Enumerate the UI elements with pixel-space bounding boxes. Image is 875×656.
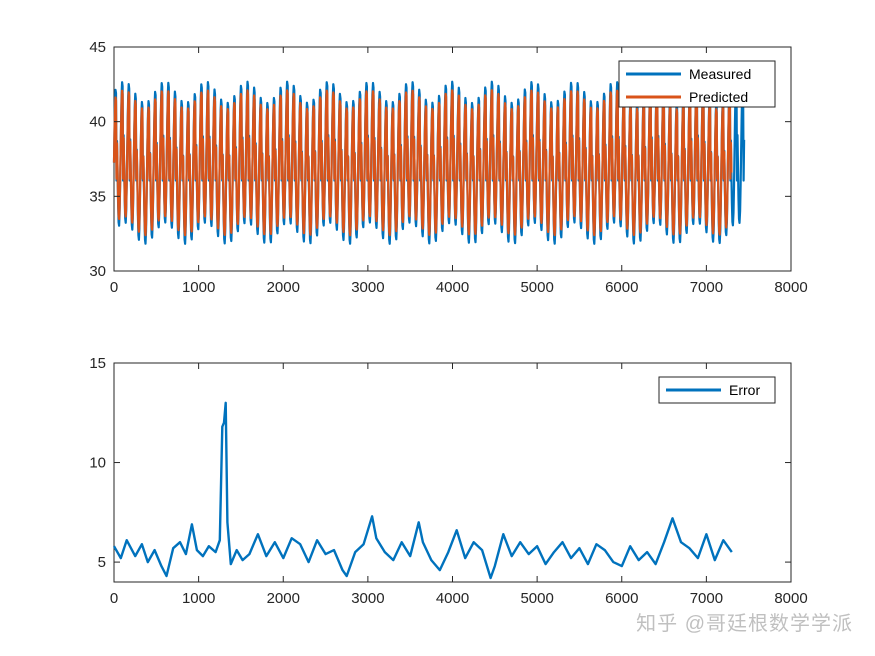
y-tick-label: 40: [89, 114, 106, 131]
x-tick-label: 3000: [351, 279, 384, 296]
x-tick-label: 5000: [520, 590, 553, 607]
y-tick-label: 5: [98, 554, 106, 571]
top-ticks-group: 0 1000 2000 3000 4000 5000 6000 7000 8000 30 35 40 4…: [89, 39, 807, 296]
x-tick-label: 7000: [690, 279, 723, 296]
x-tick-label: 4000: [436, 279, 469, 296]
bottom-legend: Error: [658, 376, 776, 404]
series-line-predicted: [112, 89, 733, 237]
x-tick-label: 1000: [182, 279, 215, 296]
x-tick-label: 7000: [690, 590, 723, 607]
x-tick-label: 4000: [436, 590, 469, 607]
x-tick-label: 8000: [774, 590, 807, 607]
x-tick-label: 2000: [267, 279, 300, 296]
y-tick-label: 45: [89, 39, 106, 56]
legend-label: Error: [729, 382, 760, 398]
y-tick-label: 15: [89, 355, 106, 372]
y-tick-label: 10: [89, 455, 106, 472]
legend-label: Measured: [689, 66, 751, 82]
legend-box: [618, 60, 776, 108]
series-line-error: [112, 401, 733, 580]
x-tick-label: 6000: [605, 279, 638, 296]
x-tick-label: 3000: [351, 590, 384, 607]
x-tick-label: 0: [110, 590, 118, 607]
bottom-axes: 0 1000 2000 3000 4000 5000 6000 7000 8000 5 10 15 E…: [89, 355, 807, 607]
legend-label: Predicted: [689, 89, 748, 105]
y-tick-label: 30: [89, 263, 106, 280]
y-tick-label: 35: [89, 188, 106, 205]
x-tick-label: 0: [110, 279, 118, 296]
x-tick-label: 1000: [182, 590, 215, 607]
top-series-group: [112, 80, 746, 245]
x-tick-label: 8000: [774, 279, 807, 296]
x-tick-label: 5000: [520, 279, 553, 296]
top-legend: Measured Predicted: [618, 60, 776, 108]
watermark-text: 知乎 @哥廷根数学学派: [636, 613, 853, 635]
bottom-series-group: [112, 401, 733, 580]
top-axes: 0 1000 2000 3000 4000 5000 6000 7000 8000 30 35 40 4…: [89, 39, 807, 296]
bottom-ticks-group: 0 1000 2000 3000 4000 5000 6000 7000 8000 5 10 15: [89, 355, 807, 607]
x-tick-label: 6000: [605, 590, 638, 607]
x-tick-label: 2000: [267, 590, 300, 607]
